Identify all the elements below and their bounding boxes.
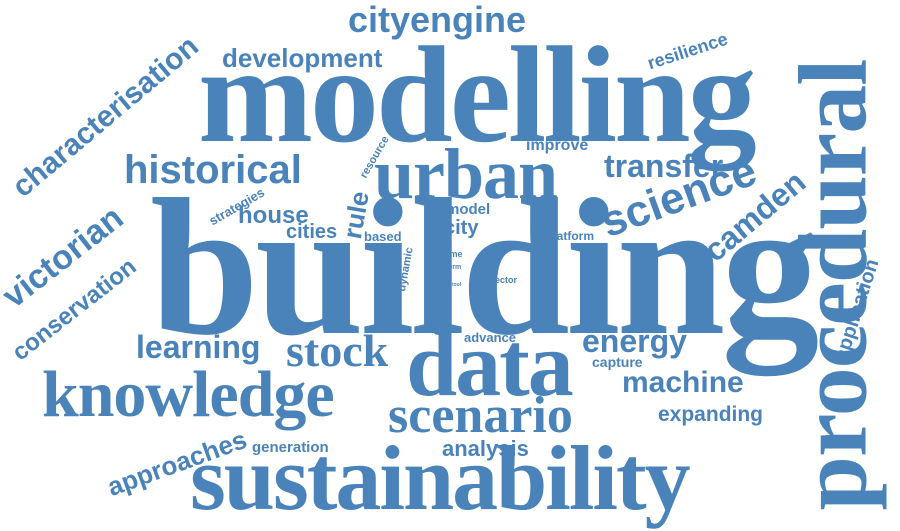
word-knowledge: knowledge <box>42 358 335 431</box>
word-modelling: modelling <box>198 18 757 171</box>
word-transfer: transfer <box>604 148 724 184</box>
word-city: city <box>444 217 479 239</box>
word-platform: platform <box>546 229 594 243</box>
word-data: data <box>406 313 574 415</box>
word-analysis: analysis <box>442 436 529 461</box>
word-generation: generation <box>252 439 329 456</box>
word-term: term <box>446 264 462 271</box>
word-cityengine: cityengine <box>348 0 527 40</box>
word-stock: stock <box>286 325 389 376</box>
word-cities: cities <box>286 221 338 243</box>
word-sustainability: sustainability <box>190 427 691 529</box>
word-expanding: expanding <box>658 403 764 426</box>
word-learning: learning <box>136 329 261 365</box>
word-time: time <box>444 249 463 259</box>
word-sector: sector <box>490 275 518 285</box>
word-model: model <box>446 201 491 218</box>
word-tool: tool <box>452 282 462 288</box>
word-improve: improve <box>526 137 589 154</box>
word-capture: capture <box>592 354 643 370</box>
word-based: based <box>364 229 402 244</box>
word-historical: historical <box>124 148 302 192</box>
word-scenario: scenario <box>388 387 573 444</box>
word-energy: energy <box>582 323 687 359</box>
word-house: house <box>238 202 309 229</box>
word-development: development <box>222 43 383 73</box>
word-building: building <box>150 159 819 376</box>
word-advance: advance <box>464 330 517 345</box>
word-urban: urban <box>374 134 558 214</box>
word-machine: machine <box>622 366 744 399</box>
